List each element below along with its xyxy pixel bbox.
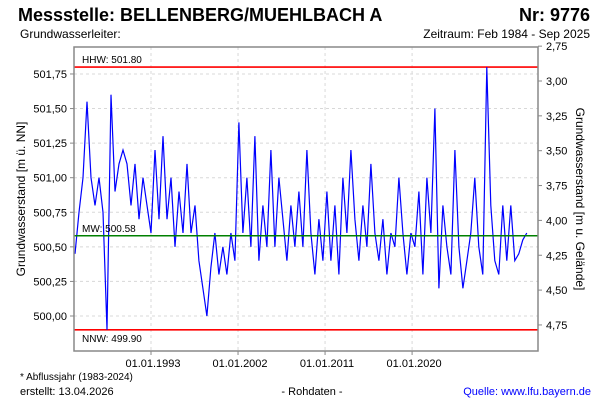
- station-number: Nr: 9776: [519, 5, 590, 25]
- y-tick-label-left: 501,25: [33, 138, 67, 150]
- mw-label: MW: 500.58: [82, 224, 136, 235]
- grid: [74, 47, 538, 351]
- x-tick-label: 01.01.2020: [387, 358, 442, 370]
- y-tick-label-left: 500,50: [33, 242, 67, 254]
- x-tick-label: 01.01.2002: [212, 358, 267, 370]
- plot-frame: [73, 46, 539, 352]
- y-tick-label-left: 501,00: [33, 173, 67, 185]
- reference-labels: HHW: 501.80 MW: 500.58 NNW: 499.90: [82, 55, 142, 345]
- data-type-label: - Rohdaten -: [281, 386, 342, 398]
- created-date: erstellt: 13.04.2026: [20, 386, 114, 398]
- y-tick-label-right: 3,75: [546, 181, 567, 193]
- y-axis-title-right: Grundwasserstand [m u. Gelände]: [573, 108, 587, 291]
- y-tick-label-left: 501,75: [33, 69, 67, 81]
- series-line-grundwasserstand: [74, 67, 528, 330]
- hhw-label: HHW: 501.80: [82, 55, 142, 66]
- y-tick-label-right: 4,00: [546, 215, 567, 227]
- y-tick-label-left: 501,50: [33, 104, 67, 116]
- period-label: Zeitraum: Feb 1984 - Sep 2025: [423, 27, 590, 41]
- footnote: * Abflussjahr (1983-2024): [20, 372, 133, 383]
- nnw-label: NNW: 499.90: [82, 334, 142, 345]
- aquifer-label: Grundwasserleiter:: [20, 27, 121, 41]
- y-tick-label-left: 500,00: [33, 311, 67, 323]
- x-tick-label: 01.01.2011: [300, 358, 354, 370]
- source-link[interactable]: Quelle: www.lfu.bayern.de: [463, 386, 591, 398]
- y-tick-label-right: 3,25: [546, 111, 567, 123]
- y-tick-label-left: 500,75: [33, 207, 67, 219]
- y-tick-label-right: 2,75: [546, 41, 567, 53]
- y-tick-label-right: 4,75: [546, 320, 567, 332]
- y-axis-title-left: Grundwasserstand [m ü. NN]: [14, 122, 28, 277]
- axes: 500,00 500,25 500,50 500,75 501,00 501,25 501,…: [33, 41, 567, 370]
- reference-lines: [74, 66, 538, 331]
- y-tick-label-right: 4,50: [546, 285, 567, 297]
- y-tick-label-right: 3,50: [546, 146, 567, 158]
- y-tick-label-left: 500,25: [33, 276, 67, 288]
- y-tick-label-right: 3,00: [546, 76, 567, 88]
- x-tick-label: 01.01.1993: [125, 358, 180, 370]
- y-tick-label-right: 4,25: [546, 250, 567, 262]
- chart-title: Messstelle: BELLENBERG/MUEHLBACH A: [18, 5, 382, 25]
